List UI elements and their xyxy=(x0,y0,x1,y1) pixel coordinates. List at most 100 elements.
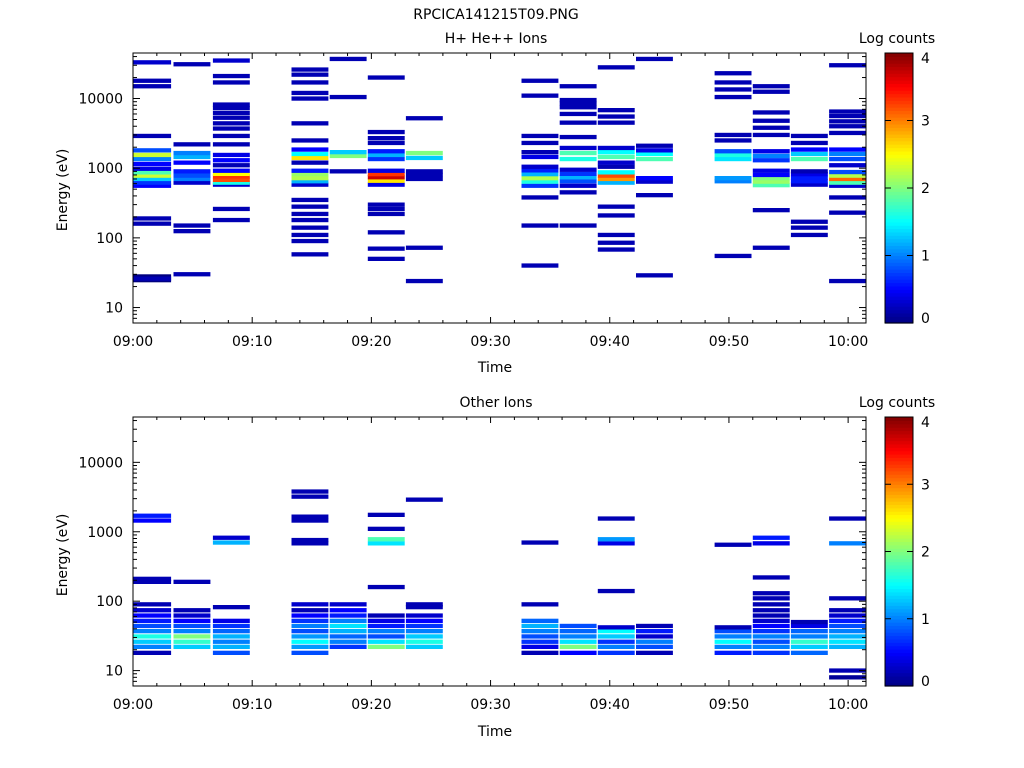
heatmap-cell xyxy=(597,150,635,155)
heatmap-cell xyxy=(752,168,790,173)
colorbar-segment xyxy=(885,100,913,105)
heatmap-cell xyxy=(291,160,329,165)
colorbar-segment xyxy=(885,585,913,590)
colorbar-segment xyxy=(885,682,913,687)
heatmap-cell xyxy=(367,211,405,217)
heatmap-cell xyxy=(329,644,367,649)
heatmap-cell xyxy=(367,246,405,251)
heatmap-cell xyxy=(133,170,172,175)
heatmap-cell xyxy=(559,97,597,103)
heatmap-cell xyxy=(597,114,635,119)
colorbar-segment xyxy=(885,568,913,573)
heatmap-cell xyxy=(212,535,250,540)
heatmap-cell xyxy=(133,623,172,629)
colorbar-tick-label: 3 xyxy=(921,114,930,130)
heatmap-cell xyxy=(559,134,597,140)
y-tick-label: 100 xyxy=(96,231,123,247)
colorbar-segment xyxy=(885,598,913,603)
colorbar-segment xyxy=(885,157,913,162)
colorbar-segment xyxy=(885,501,913,506)
colorbar-segment xyxy=(885,107,913,111)
heatmap-cell xyxy=(559,105,597,110)
heatmap-cell xyxy=(559,629,597,634)
colorbar-segment xyxy=(885,110,913,115)
heatmap-cell xyxy=(133,133,172,139)
heatmap-cell xyxy=(829,147,866,152)
heatmap-cell xyxy=(291,197,329,203)
heatmap-cell xyxy=(559,190,597,195)
heatmap-cell xyxy=(212,163,250,168)
heatmap-cell xyxy=(291,211,329,217)
heatmap-cell xyxy=(367,178,405,183)
heatmap-cell xyxy=(829,639,866,644)
x-tick-label: 09:20 xyxy=(351,334,391,350)
heatmap-cell xyxy=(521,650,559,655)
colorbar-segment xyxy=(885,93,913,98)
heatmap-cell xyxy=(133,221,172,226)
heatmap-cell xyxy=(521,195,559,200)
heatmap-cell xyxy=(405,172,443,178)
y-tick-label: 100 xyxy=(96,594,123,610)
heatmap-cell xyxy=(714,650,752,655)
heatmap-cell xyxy=(212,540,250,545)
colorbar-segment xyxy=(885,554,913,559)
colorbar-tick-label: 4 xyxy=(921,415,930,431)
heatmap-cell xyxy=(367,152,405,158)
heatmap-cell xyxy=(212,121,250,126)
heatmap-cell xyxy=(752,535,790,540)
heatmap-cell xyxy=(790,182,828,187)
heatmap-cell xyxy=(367,202,405,207)
heatmap-cell xyxy=(597,516,635,521)
heatmap-cell xyxy=(212,168,250,173)
colorbar-segment xyxy=(885,564,913,569)
heatmap-cell xyxy=(521,78,559,83)
colorbar-segment xyxy=(885,113,913,118)
heatmap-cell xyxy=(752,602,790,607)
heatmap-cell xyxy=(559,156,597,162)
heatmap-cell xyxy=(212,58,250,63)
colorbar-segment xyxy=(885,245,913,250)
heatmap-cell xyxy=(291,147,329,152)
colorbar-segment xyxy=(885,80,913,84)
colorbar: 0 1 2 3 4 xyxy=(884,415,930,690)
plot-frame xyxy=(132,52,867,324)
heatmap-cell xyxy=(212,110,250,116)
heatmap-cell xyxy=(559,111,597,117)
colorbar-tick-label: 4 xyxy=(921,51,930,67)
heatmap-cell xyxy=(829,113,866,119)
colorbar-segment xyxy=(885,649,913,653)
heatmap-cell xyxy=(521,183,559,188)
colorbar-segment xyxy=(885,181,913,186)
colorbar-segment xyxy=(885,655,913,660)
colorbar-segment xyxy=(885,184,913,189)
colorbar-segment xyxy=(885,662,913,667)
heatmap-cell xyxy=(714,176,752,181)
heatmap-cell xyxy=(291,639,329,644)
heatmap-cell xyxy=(790,634,828,639)
heatmap-cell xyxy=(752,179,790,184)
heatmap-cell xyxy=(367,623,405,629)
heatmap-cell xyxy=(329,613,367,618)
heatmap-cell xyxy=(367,129,405,135)
colorbar-segment xyxy=(885,238,913,243)
heatmap-cell xyxy=(521,223,559,228)
heatmap-cell xyxy=(173,613,211,618)
colorbar-segment xyxy=(885,423,913,428)
colorbar-segment xyxy=(885,608,913,613)
colorbar-segment xyxy=(885,601,913,606)
colorbar-segment xyxy=(885,201,913,206)
colorbar-segment xyxy=(885,474,913,479)
colorbar-segment xyxy=(885,430,913,435)
colorbar-segment xyxy=(885,420,913,425)
colorbar-segment xyxy=(885,443,913,448)
colorbar-segment xyxy=(885,591,913,596)
heatmap-cell xyxy=(829,109,866,114)
heatmap-cell xyxy=(173,62,211,67)
y-tick-label: 10000 xyxy=(78,455,123,471)
heatmap-cell xyxy=(752,183,790,188)
heatmap-cell xyxy=(752,596,790,601)
colorbar-segment xyxy=(885,140,913,145)
colorbar-segment xyxy=(885,96,913,101)
heatmap-cell xyxy=(790,225,828,230)
colorbar-segment xyxy=(885,204,913,209)
